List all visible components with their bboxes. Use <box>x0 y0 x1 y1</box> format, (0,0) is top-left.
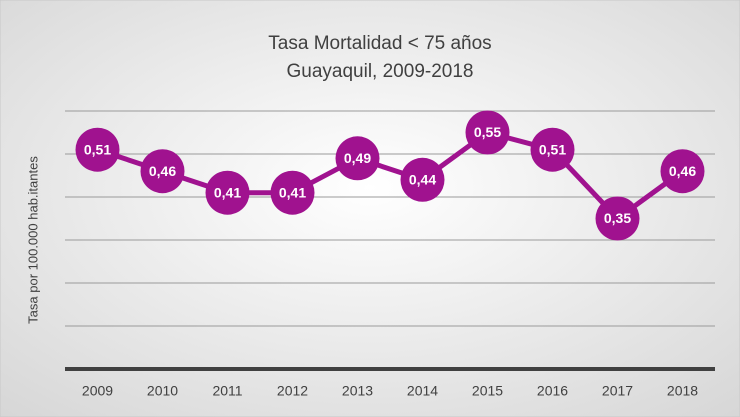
chart-title: Tasa Mortalidad < 75 años <box>268 33 491 54</box>
chart-subtitle: Guayaquil, 2009-2018 <box>287 61 474 82</box>
x-tick-label: 2016 <box>537 383 568 399</box>
data-point <box>595 196 640 241</box>
y-axis-label: Tasa por 100.000 hab.itantes <box>25 156 40 324</box>
data-label: 0,46 <box>149 163 176 179</box>
data-point <box>140 149 185 194</box>
data-label: 0,44 <box>409 172 436 188</box>
x-tick-label: 2014 <box>407 383 438 399</box>
x-tick-label: 2010 <box>147 383 178 399</box>
data-point <box>465 110 510 155</box>
data-label: 0,55 <box>474 124 501 140</box>
data-point <box>75 127 120 172</box>
x-tick-label: 2015 <box>472 383 503 399</box>
x-tick-label: 2011 <box>212 383 242 399</box>
data-label: 0,46 <box>669 163 696 179</box>
data-label: 0,41 <box>279 184 306 200</box>
data-label: 0,51 <box>539 141 566 157</box>
data-line <box>96 130 684 221</box>
x-tick-label: 2012 <box>277 383 308 399</box>
data-label: 0,51 <box>84 141 111 157</box>
data-point <box>400 157 445 202</box>
data-point <box>530 127 575 172</box>
data-point <box>270 170 315 215</box>
x-tick-label: 2013 <box>342 383 373 399</box>
data-point <box>660 149 705 194</box>
x-tick-label: 2018 <box>667 383 698 399</box>
data-label: 0,35 <box>604 210 631 226</box>
x-tick-label: 2017 <box>602 383 633 399</box>
data-point <box>335 136 380 181</box>
data-label: 0,41 <box>214 184 241 200</box>
data-point <box>205 170 250 215</box>
data-label: 0,49 <box>344 150 371 166</box>
x-tick-label: 2009 <box>82 383 113 399</box>
